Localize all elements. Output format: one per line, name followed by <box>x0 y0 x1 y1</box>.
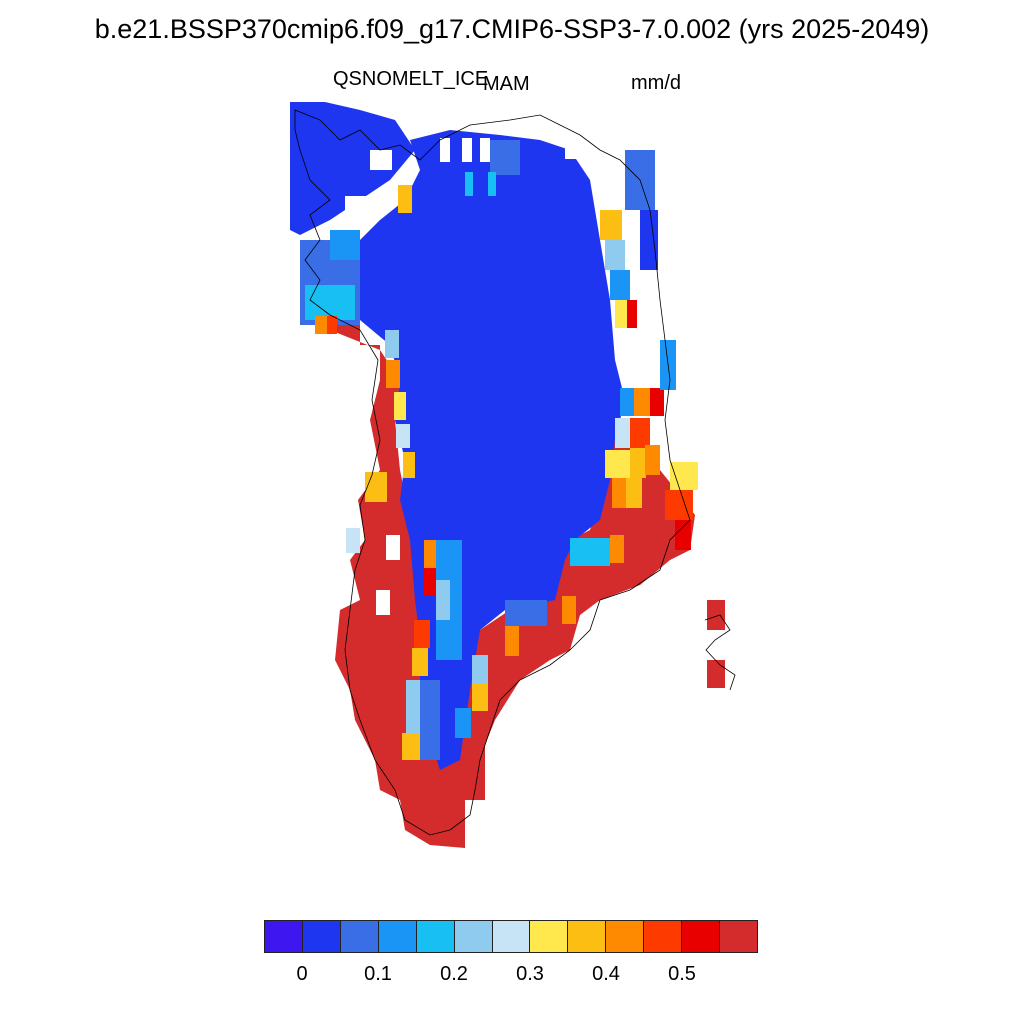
map-pixel <box>403 452 415 478</box>
colorbar-swatch <box>265 921 303 952</box>
map-pixel <box>490 140 520 175</box>
map-pixel <box>472 683 488 711</box>
map-pixel <box>440 138 450 162</box>
colorbar-swatch <box>378 921 417 952</box>
map-pixel <box>605 450 630 478</box>
map-pixel <box>385 330 399 358</box>
map-pixel <box>396 424 410 448</box>
map-pixel <box>330 230 360 260</box>
colorbar-swatch <box>302 921 341 952</box>
map-pixel <box>562 596 576 624</box>
map-pixel <box>565 135 577 159</box>
map-pixel <box>315 316 327 334</box>
map-pixel <box>424 540 438 568</box>
colorbar-swatch <box>568 921 607 952</box>
map-pixel <box>424 568 438 596</box>
map-pixel <box>627 300 637 328</box>
map-pixel <box>386 360 400 388</box>
map-pixel <box>420 680 440 760</box>
colorbar-tick-label: 0.4 <box>592 963 620 985</box>
coastline-island <box>704 614 736 691</box>
colorbar <box>264 920 758 953</box>
map-pixel <box>615 300 627 328</box>
map-pixel <box>650 388 664 416</box>
colorbar-swatch <box>454 921 493 952</box>
map-island <box>707 600 725 630</box>
variable-label: QSNOMELT_ICE <box>333 68 489 90</box>
map-region-ice-sheet <box>350 130 625 770</box>
map-pixel <box>412 648 428 676</box>
map-pixel <box>327 316 337 334</box>
season-label: MAM <box>483 73 530 95</box>
map-pixel <box>615 418 630 448</box>
map-pixel <box>645 445 660 475</box>
map-pixel <box>472 655 488 685</box>
map-pixel <box>670 462 698 490</box>
coastline <box>294 109 691 836</box>
map-pixel <box>488 172 496 196</box>
map-region-northwest <box>290 102 415 235</box>
colorbar-tick-label: 0.5 <box>668 963 696 985</box>
map-pixel <box>406 680 422 736</box>
colorbar-swatch <box>720 921 757 952</box>
map-pixel <box>376 590 390 615</box>
units-label: mm/d <box>631 72 681 94</box>
map-pixel <box>626 478 642 508</box>
plot-title: b.e21.BSSP370cmip6.f09_g17.CMIP6-SSP3-7.… <box>94 14 930 44</box>
map-pixel <box>610 270 630 300</box>
map-pixel <box>436 580 450 620</box>
map-pixel <box>505 626 519 656</box>
map-pixel <box>620 388 634 416</box>
map-region-high-melt <box>300 318 695 848</box>
map-pixel <box>480 138 490 162</box>
colorbar-tick-label: 0.2 <box>440 963 468 985</box>
map-pixel <box>570 538 610 566</box>
colorbar-swatch <box>606 921 645 952</box>
map-pixel <box>365 472 387 502</box>
map-pixel <box>465 172 473 196</box>
map-pixel <box>630 448 646 478</box>
colorbar-swatch <box>492 921 531 952</box>
map-pixel <box>345 196 367 222</box>
map-pixel <box>630 418 650 448</box>
map-pixel <box>462 138 472 162</box>
map-pixel <box>634 388 650 416</box>
map-island <box>707 660 725 688</box>
map-pixel <box>398 185 412 213</box>
map-pixel <box>386 535 400 560</box>
map-pixel <box>370 150 392 170</box>
map-pixel <box>600 210 622 240</box>
colorbar-tick-label: 0.3 <box>516 963 544 985</box>
colorbar-swatch <box>682 921 721 952</box>
map-pixel <box>394 392 406 420</box>
map-pixel <box>605 240 625 270</box>
colorbar-swatch <box>416 921 455 952</box>
map-pixel <box>455 708 471 738</box>
colorbar-swatch <box>530 921 569 952</box>
map-pixel <box>675 520 691 550</box>
map-pixel <box>612 478 626 508</box>
colorbar-swatch <box>644 921 683 952</box>
map-pixel <box>610 535 624 563</box>
colorbar-tick-label: 0 <box>296 963 308 985</box>
map-pixel <box>505 600 547 626</box>
map-pixel <box>414 620 430 648</box>
colorbar-tick-label: 0.1 <box>364 963 392 985</box>
map-pixel <box>346 528 360 553</box>
colorbar-swatch <box>340 921 379 952</box>
map-pixel <box>640 210 658 270</box>
map-pixel <box>402 733 420 760</box>
